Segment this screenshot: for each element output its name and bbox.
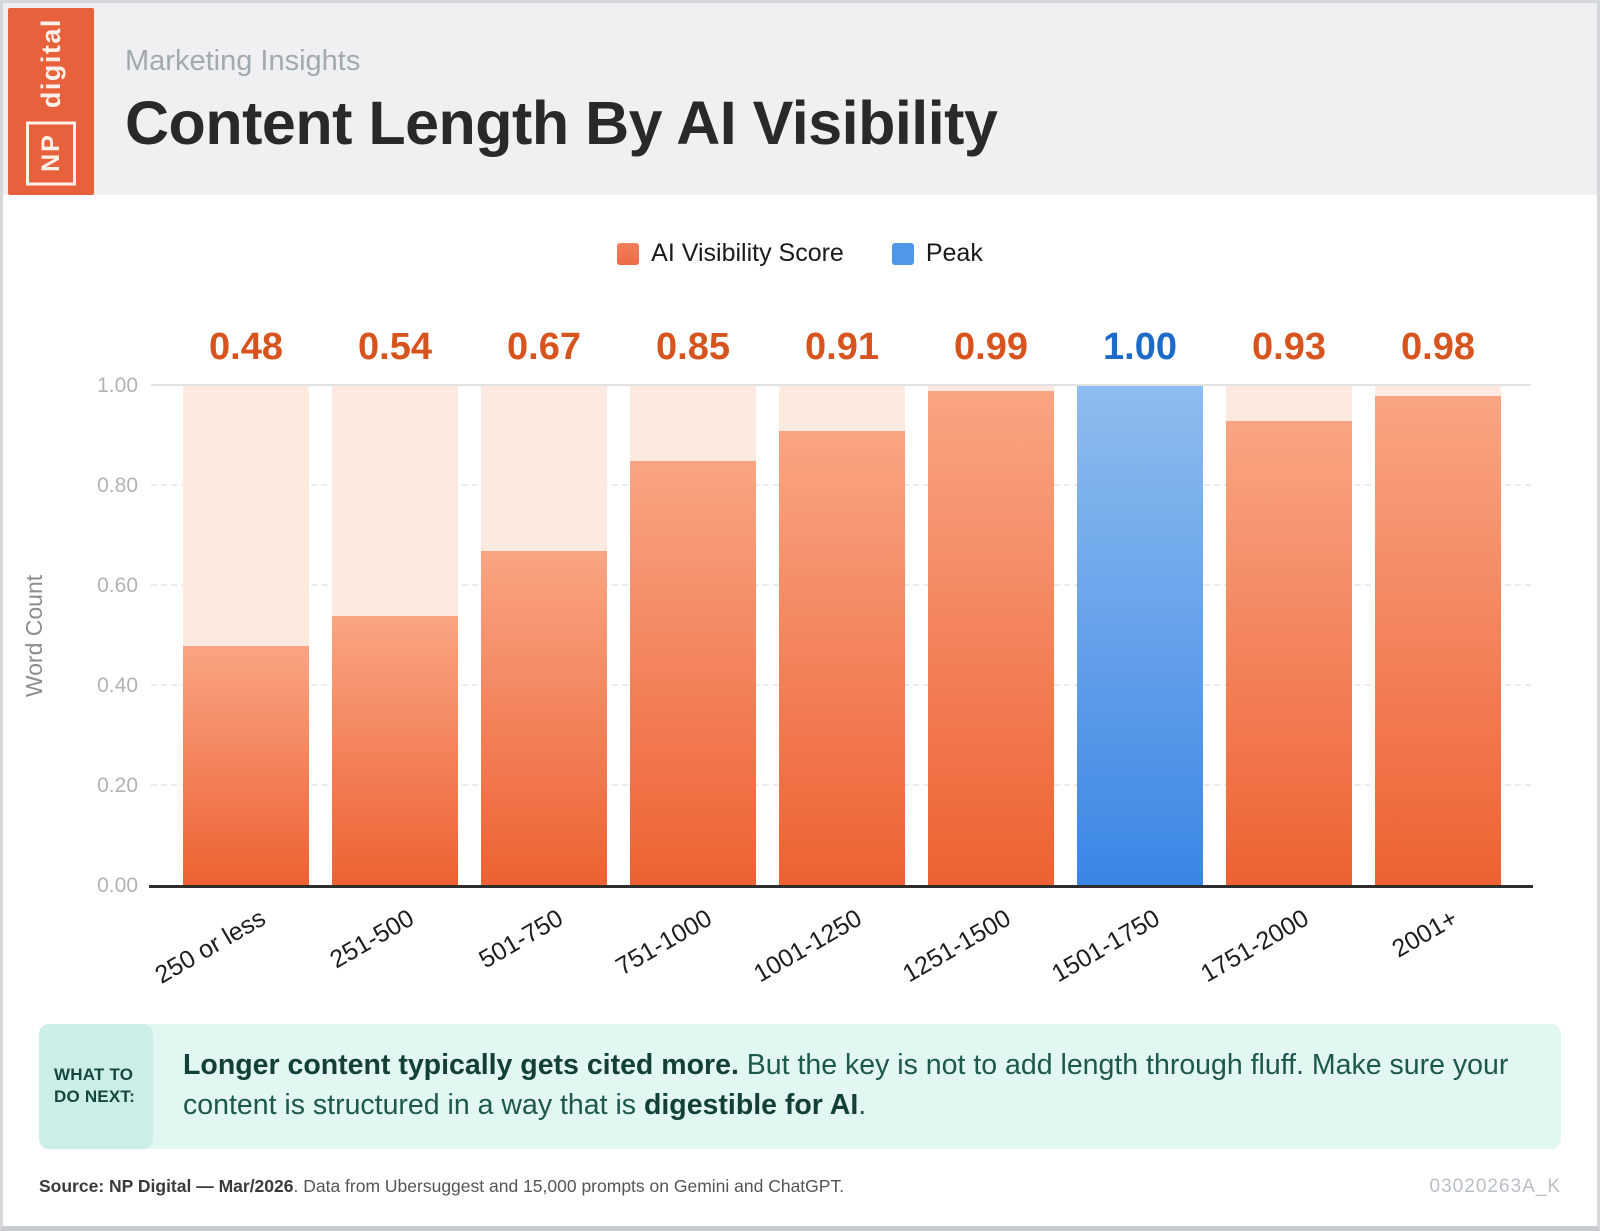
bar-column: 0.48 250 or less	[150, 326, 309, 989]
peak-swatch-icon	[891, 242, 914, 265]
visibility-bar	[779, 431, 905, 886]
visibility-bar	[183, 646, 309, 886]
gridline	[151, 384, 1531, 386]
legend-item-ai-visibility: AI Visibility Score	[617, 239, 844, 268]
header: NP digital Marketing Insights Content Le…	[3, 3, 1597, 195]
bar-value-label: 0.91	[805, 326, 879, 368]
logo-digital-word: digital	[35, 17, 66, 108]
bar-value-label: 0.54	[358, 326, 432, 368]
bar-value-label: 0.93	[1252, 326, 1326, 368]
eyebrow-label: Marketing Insights	[125, 45, 361, 77]
visibility-bar	[481, 551, 607, 886]
bar-columns: 0.48 250 or less 0.54 251-500 0.67 501-750 0.8…	[150, 326, 1531, 989]
page-title: Content Length By AI Visibility	[125, 89, 998, 157]
bar-column: 0.54 251-500	[326, 326, 458, 974]
y-tick-label: 0.60	[97, 574, 138, 597]
y-tick-label: 1.00	[97, 374, 138, 397]
source-line: Source: NP Digital — Mar/2026. Data from…	[39, 1176, 844, 1197]
bar-column: 0.99 1251-1500	[898, 326, 1054, 988]
logo-rotated-text: NP digital	[8, 8, 94, 195]
source-rest: . Data from Ubersuggest and 15,000 promp…	[293, 1176, 845, 1197]
bar-value-label: 1.00	[1103, 326, 1177, 368]
bar-value-label: 0.98	[1401, 326, 1475, 368]
legend-label: Peak	[925, 239, 983, 267]
visibility-bar	[1375, 396, 1501, 886]
callout-label: WHAT TO DO NEXT:	[39, 1024, 153, 1149]
bar-chart: Word Count 0.00 0.20 0.40 0.60 0.80 1.00 0.48…	[21, 326, 1533, 1014]
callout-tail: .	[858, 1089, 867, 1122]
visibility-bar	[1226, 421, 1352, 886]
peak-bar	[1077, 386, 1203, 886]
plot-area: Word Count 0.00 0.20 0.40 0.60 0.80 1.00 0.48…	[21, 326, 1533, 989]
legend-label: AI Visibility Score	[651, 239, 844, 267]
visibility-bar	[332, 616, 458, 886]
callout-body: But the key is not to add length through…	[183, 1049, 1509, 1122]
bar-value-label: 0.85	[656, 326, 730, 368]
callout-bold-end: digestible for AI	[643, 1089, 859, 1122]
visibility-bar	[630, 461, 756, 886]
footer: Source: NP Digital — Mar/2026. Data from…	[39, 1149, 1561, 1225]
document-code: 03020263A_K	[1429, 1175, 1561, 1197]
callout-bold-lead: Longer content typically gets cited more…	[183, 1049, 739, 1081]
bar-column: 0.85 751-1000	[612, 326, 756, 981]
source-bold: Source: NP Digital — Mar/2026	[39, 1176, 294, 1197]
what-to-do-next-callout: WHAT TO DO NEXT: Longer content typicall…	[39, 1024, 1561, 1149]
np-logo-mark: NP	[26, 120, 76, 186]
np-digital-logo: NP digital	[8, 8, 94, 195]
bar-value-label: 0.48	[209, 326, 283, 368]
bar-column: 1.00 1501-1750	[1047, 326, 1203, 988]
y-tick-label: 0.00	[97, 874, 138, 897]
bar-value-label: 0.99	[954, 326, 1028, 368]
y-axis-title: Word Count	[21, 574, 47, 698]
y-tick-label: 0.20	[97, 774, 138, 797]
ai-visibility-swatch-icon	[617, 242, 640, 265]
visibility-bar	[928, 391, 1054, 886]
callout-text: Longer content typically gets cited more…	[153, 1024, 1561, 1149]
bar-column: 0.91 1001-1250	[749, 326, 905, 988]
y-tick-label: 0.40	[97, 674, 138, 697]
bar-column: 0.67 501-750	[475, 326, 607, 974]
bar-value-label: 0.67	[507, 326, 581, 368]
bar-column: 0.98 2001+	[1375, 326, 1501, 963]
legend: AI Visibility Score Peak	[3, 239, 1597, 268]
x-axis-line	[149, 885, 1533, 888]
bar-column: 0.93 1751-2000	[1196, 326, 1352, 988]
y-tick-label: 0.80	[97, 474, 138, 497]
legend-item-peak: Peak	[891, 239, 983, 268]
